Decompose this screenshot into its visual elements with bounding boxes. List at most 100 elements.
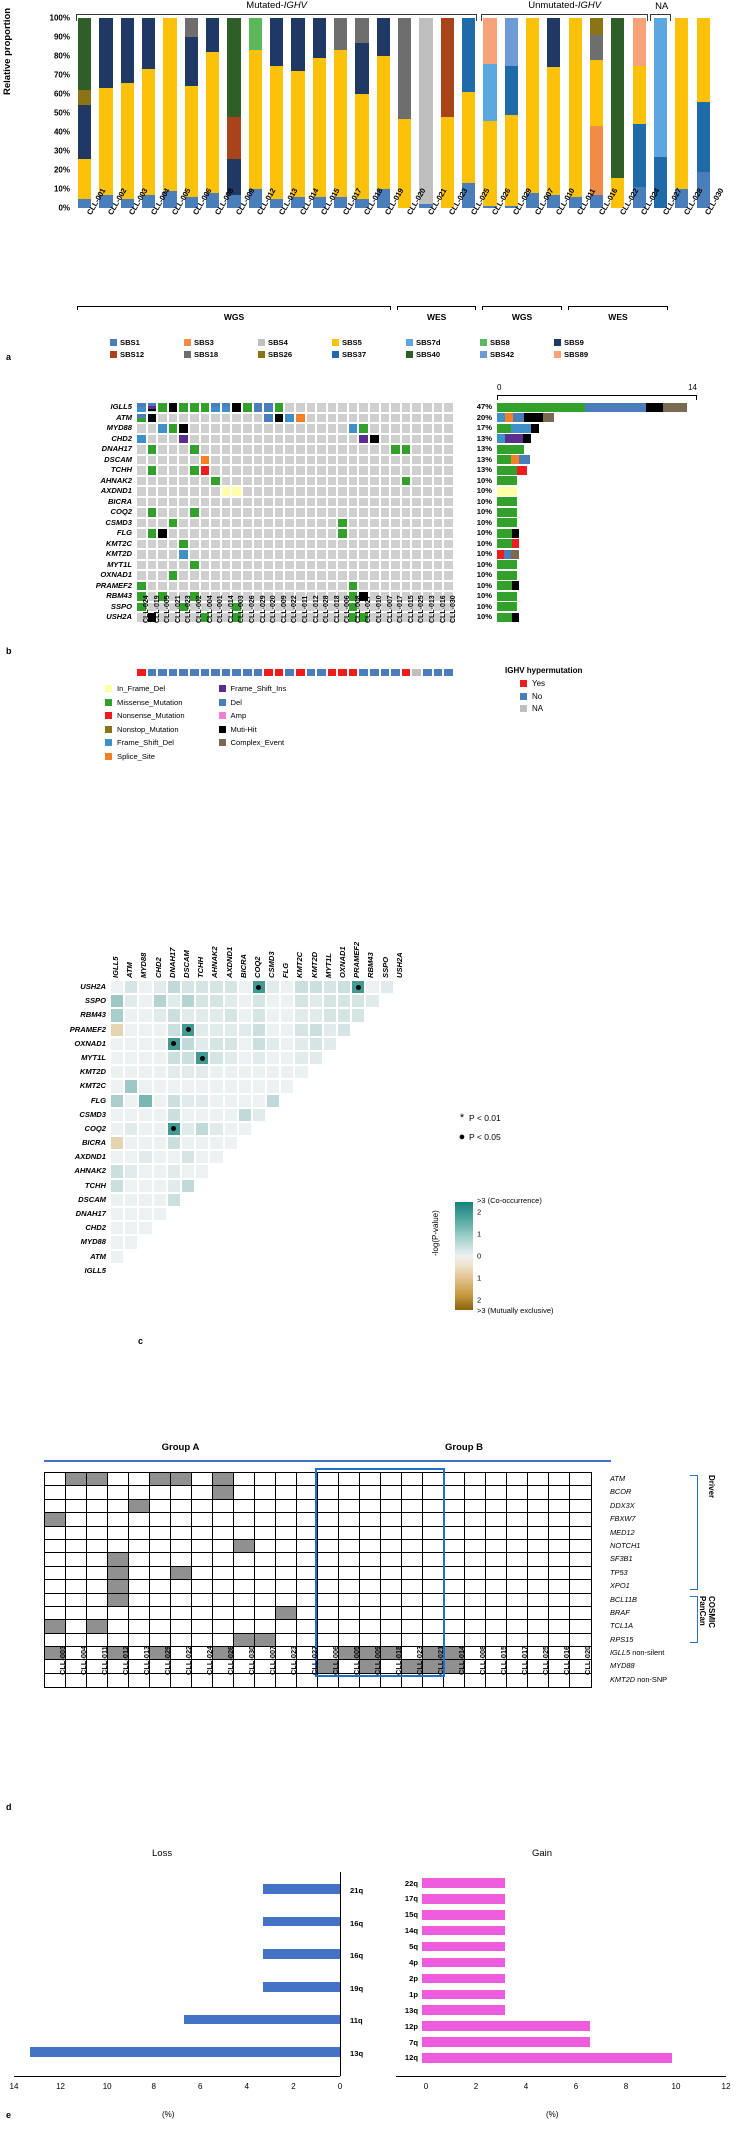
- panel-b-matrix-cell: [358, 423, 370, 434]
- panel-d-matrix-cell: [570, 1660, 591, 1674]
- panel-d-matrix-cell: [276, 1633, 297, 1648]
- panel-b-mutation-legend-swatch: [105, 698, 112, 706]
- panel-b-ighv-cell: [210, 668, 221, 677]
- panel-a-x-slot: CLL-018: [351, 187, 384, 284]
- panel-b-matrix-cell: [432, 507, 444, 518]
- panel-d-matrix-cell: [171, 1486, 192, 1500]
- panel-a-x-slot: CLL-012: [245, 187, 277, 284]
- panel-d-gene-label: ATM: [610, 1474, 626, 1483]
- panel-d-matrix-cell: [87, 1566, 108, 1581]
- panel-a-bar-segment: [355, 42, 369, 94]
- panel-b-matrix-cell: [178, 402, 189, 413]
- panel-d-matrix-cell: [444, 1633, 465, 1648]
- panel-a-x-slot: CLL-016: [586, 187, 619, 284]
- panel-d-matrix-cell: [360, 1513, 381, 1527]
- panel-d-matrix-cell: [507, 1647, 528, 1661]
- panel-c-heatmap-cell: [195, 1164, 210, 1179]
- panel-b-matrix-cell: [422, 444, 433, 455]
- panel-d-matrix-cell: [45, 1553, 66, 1567]
- panel-d-matrix-cell: [234, 1486, 255, 1500]
- panel-b-matrix-cell: [199, 549, 211, 560]
- panel-b-matrix-cell: [273, 538, 285, 549]
- panel-c-heatmap-cell: [380, 1136, 394, 1150]
- panel-d-matrix-cell: [297, 1526, 318, 1540]
- panel-d-matrix-cell: [150, 1539, 171, 1554]
- panel-d-matrix-cell: [66, 1660, 87, 1674]
- panel-c-heatmap-cell: [152, 1093, 167, 1108]
- panel-e-loss-row: [14, 1980, 340, 1994]
- panel-b-gene-label: AHNAK2: [100, 475, 132, 485]
- panel-d-matrix-cell: [318, 1486, 339, 1500]
- panel-d-matrix-cell: [45, 1526, 66, 1540]
- panel-b-matrix-cell: [358, 486, 370, 497]
- panel-d-sample-slot: CLL-023: [401, 1646, 424, 1730]
- panel-b-matrix-cell: [358, 601, 370, 612]
- panel-b-cell-mark: [147, 403, 157, 406]
- panel-d-matrix-cell: [528, 1673, 549, 1688]
- panel-b-matrix-cell: [157, 591, 168, 602]
- panel-d-matrix-cell: [339, 1499, 360, 1514]
- panel-b-matrix-cell: [199, 570, 211, 581]
- panel-b-percent: 10%: [476, 486, 492, 495]
- panel-d-matrix-cell: [255, 1526, 276, 1540]
- panel-b-mutation-legend-row: Del: [218, 698, 287, 707]
- panel-e-gain-unit: (%): [546, 2110, 559, 2119]
- panel-b-matrix-cell: [411, 444, 423, 455]
- panel-b-cell-mark: [401, 445, 411, 454]
- panel-d-matrix-row: [45, 1633, 591, 1648]
- panel-d-matrix-cell: [570, 1527, 591, 1540]
- panel-c-colorbar-title: -log(P-value): [431, 1210, 440, 1256]
- panel-c-column-slot: BICRA: [238, 900, 252, 980]
- panel-c-heatmap-cell: [266, 1235, 280, 1249]
- panel-c-cooccurrence: IGLL5 ATM MYD88 CHD2 DNAH17 DSCAM TCHH AHNAK2 AX…: [0, 872, 741, 1402]
- panel-d-matrix-cell: [570, 1580, 591, 1594]
- panel-d-matrix-cell: [150, 1580, 171, 1594]
- panel-b-matrix-cell: [294, 507, 306, 518]
- panel-b-matrix-cell: [379, 444, 391, 455]
- panel-b-sample-label: CLL-023: [185, 595, 193, 623]
- panel-a-bar-slot: [586, 18, 607, 208]
- panel-c-heatmap-cell: [323, 1235, 337, 1249]
- panel-b-percent: 10%: [476, 591, 492, 600]
- panel-b-matrix-cell: [400, 517, 412, 528]
- panel-a-legend: SBS1 SBS3 SBS4 SBS5 SBS7d SBS8 SBS9 SBS12 SBS18 S…: [110, 338, 630, 362]
- panel-b-matrix-cell: [273, 549, 285, 560]
- panel-c-heatmap-cell: [294, 1022, 309, 1037]
- panel-c-row-label: DSCAM: [78, 1194, 106, 1204]
- panel-d-matrix-cell: [360, 1526, 381, 1540]
- panel-a-legend-swatch: [184, 351, 191, 358]
- panel-b-matrix-cell: [284, 454, 295, 465]
- panel-c-column-slot: CSMD3: [266, 900, 280, 980]
- panel-c-column-slot: OXNAD1: [337, 900, 351, 980]
- panel-a-bar-segment: [206, 18, 220, 53]
- panel-a-bracket: [76, 14, 478, 21]
- panel-e-gain-bar: [422, 2053, 672, 2063]
- panel-c-heatmap-cell: [153, 1250, 167, 1264]
- panel-b-cell-mark: [168, 571, 178, 580]
- panel-b-matrix-cell: [263, 570, 274, 581]
- panel-a-legend-label: SBS9: [564, 338, 584, 347]
- panel-b-matrix-cell: [411, 454, 423, 465]
- panel-b-matrix-cell: [241, 559, 253, 570]
- panel-d-matrix-cell: [465, 1593, 486, 1607]
- panel-e-loss-row: [14, 2012, 340, 2026]
- panel-b-matrix-cell: [369, 433, 380, 444]
- panel-b-matrix-cell: [167, 601, 179, 612]
- panel-c-heatmap-cell: [337, 1207, 351, 1221]
- panel-d-matrix-cell: [87, 1620, 108, 1634]
- panel-c-heatmap-cell: [209, 1264, 223, 1278]
- panel-b-cell-mark: [147, 408, 157, 412]
- panel-b-matrix-cell: [305, 454, 317, 465]
- panel-b-percent: 10%: [476, 601, 492, 611]
- panel-c-heatmap-cell: [323, 1079, 337, 1093]
- panel-b-mutation-legend-label: Nonstop_Mutation: [117, 724, 179, 734]
- panel-c-column-slot: RBM43: [365, 900, 379, 980]
- panel-c-column-slot: KMT2D: [309, 900, 323, 980]
- panel-d-sample-label: CLL-004: [79, 1645, 88, 1675]
- panel-b-sample-slot: CLL-003: [231, 595, 245, 668]
- panel-a-bracket-label: Mutated-IGHV: [246, 0, 308, 11]
- panel-b-matrix-cell: [305, 433, 317, 444]
- panel-b-matrix-cell: [220, 423, 232, 434]
- panel-c-heatmap-cell: [266, 1136, 280, 1150]
- panel-d-matrix-cell: [234, 1580, 255, 1594]
